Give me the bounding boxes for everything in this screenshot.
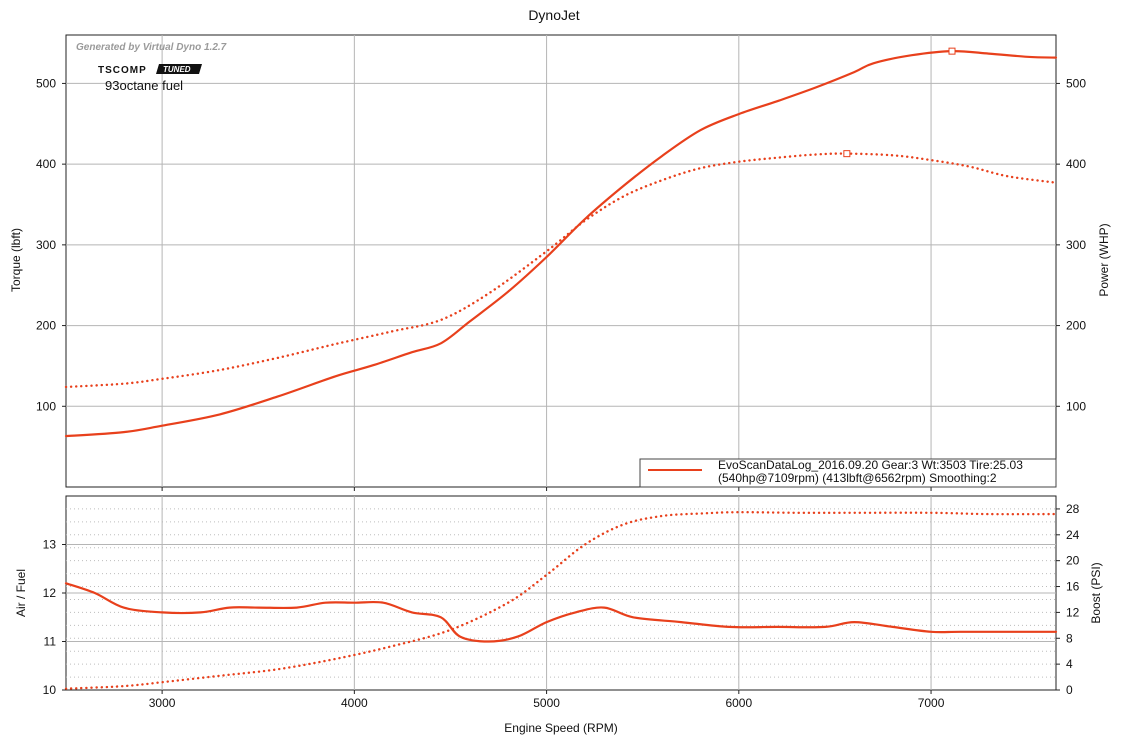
y-tick-label-torque: 200 bbox=[36, 319, 56, 333]
power-peak-marker bbox=[948, 47, 956, 55]
y-tick-label-boost: 12 bbox=[1066, 605, 1080, 619]
logo-badge: TUNED bbox=[163, 65, 191, 74]
y-tick-label-afr: 10 bbox=[43, 683, 57, 697]
tscomp-logo: TSCOMP TUNED bbox=[98, 64, 202, 76]
legend-box: EvoScanDataLog_2016.09.20 Gear:3 Wt:3503… bbox=[639, 458, 1057, 488]
y-tick-label-afr: 13 bbox=[43, 538, 57, 552]
watermark-text: Generated by Virtual Dyno 1.2.7 bbox=[76, 42, 227, 53]
afr-boost-panel: 10 11 12 13 0 4 8 12 16 20 24 28 3000 4000 5000 6000 700… bbox=[43, 495, 1080, 710]
fuel-annotation: 93octane fuel bbox=[105, 78, 183, 93]
afr-line bbox=[64, 582, 1058, 643]
y-tick-label-torque: 100 bbox=[36, 399, 56, 413]
y-tick-label-afr: 11 bbox=[44, 635, 57, 649]
y-tick-label-boost: 20 bbox=[1066, 554, 1080, 568]
y-tick-label-power: 100 bbox=[1066, 399, 1086, 413]
y-tick-label-boost: 28 bbox=[1066, 502, 1080, 516]
torque-line bbox=[64, 152, 1058, 389]
y-tick-label-power: 500 bbox=[1066, 76, 1086, 90]
y-axis-title-afr: Air / Fuel bbox=[14, 569, 28, 617]
y-tick-label-afr: 12 bbox=[43, 586, 57, 600]
y-tick-label-boost: 0 bbox=[1066, 683, 1073, 697]
x-tick-label: 4000 bbox=[341, 696, 368, 710]
logo-brand: TSCOMP bbox=[98, 65, 147, 76]
y-tick-label-boost: 24 bbox=[1066, 528, 1080, 542]
y-tick-label-power: 200 bbox=[1066, 319, 1086, 333]
power-torque-panel: 100 200 300 400 500 100 200 300 400 500 bbox=[36, 34, 1086, 491]
legend-line-2: (540hp@7109rpm) (413lbft@6562rpm) Smooth… bbox=[718, 471, 997, 485]
y-axis-title-boost: Boost (PSI) bbox=[1089, 562, 1103, 623]
torque-peak-marker bbox=[843, 150, 851, 158]
y-tick-label-torque: 500 bbox=[36, 76, 56, 90]
y-tick-label-boost: 4 bbox=[1066, 657, 1073, 671]
x-tick-label: 5000 bbox=[533, 696, 560, 710]
boost-line bbox=[64, 510, 1058, 690]
x-tick-label: 6000 bbox=[725, 696, 752, 710]
x-tick-label: 7000 bbox=[918, 696, 945, 710]
y-tick-label-torque: 400 bbox=[36, 157, 56, 171]
y-axis-title-power: Power (WHP) bbox=[1097, 223, 1111, 296]
power-line bbox=[64, 49, 1058, 438]
y-tick-label-torque: 300 bbox=[36, 238, 56, 252]
legend-line-1: EvoScanDataLog_2016.09.20 Gear:3 Wt:3503… bbox=[718, 458, 1023, 472]
chart-title: DynoJet bbox=[528, 7, 579, 23]
x-axis-title: Engine Speed (RPM) bbox=[504, 721, 617, 735]
y-tick-label-boost: 8 bbox=[1066, 631, 1073, 645]
y-axis-title-torque: Torque (lbft) bbox=[9, 228, 23, 292]
x-tick-label: 3000 bbox=[149, 696, 176, 710]
y-tick-label-power: 300 bbox=[1066, 238, 1086, 252]
y-tick-label-boost: 16 bbox=[1066, 580, 1080, 594]
y-tick-label-power: 400 bbox=[1066, 157, 1086, 171]
